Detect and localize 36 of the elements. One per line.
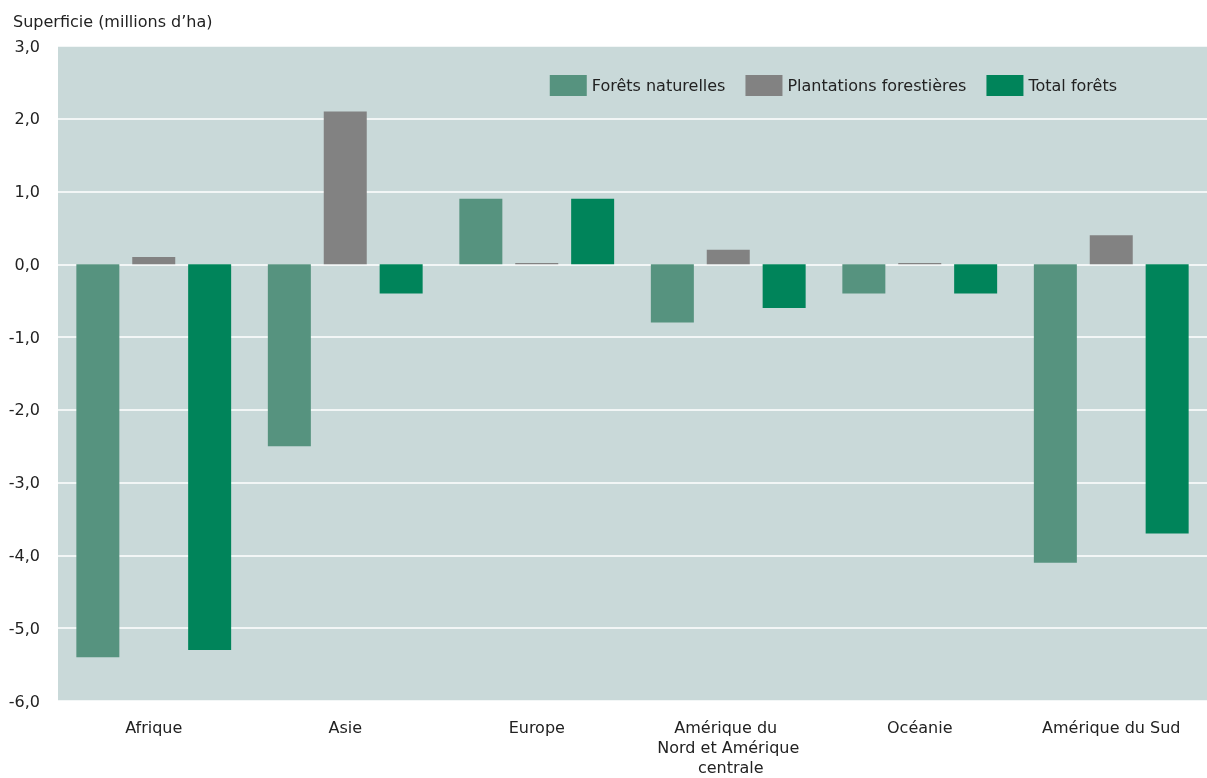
bar [706, 249, 750, 265]
y-tick-label: -1,0 [8, 327, 40, 347]
bar [571, 198, 615, 265]
bar [1033, 264, 1077, 563]
y-tick-label: -6,0 [8, 691, 40, 711]
legend-label: Forêts naturelles [591, 76, 726, 95]
y-tick-label: 0,0 [14, 254, 40, 274]
y-tick-label: -3,0 [8, 473, 40, 493]
bar [954, 264, 998, 294]
x-tick-label: Asie [328, 717, 363, 737]
x-tick-label: Afrique [125, 717, 183, 737]
legend-label: Total forêts [1027, 76, 1118, 95]
legend-label: Plantations forestières [787, 76, 967, 95]
x-tick-label: Europe [508, 717, 565, 737]
y-tick-label: 1,0 [14, 182, 40, 202]
y-tick-label: -2,0 [8, 400, 40, 420]
y-axis-title: Superficie (millions d’ha) [13, 11, 213, 31]
bar [762, 264, 806, 308]
bar [842, 264, 886, 294]
x-tick-label: Océanie [887, 717, 953, 737]
y-tick-label: -4,0 [8, 545, 40, 565]
y-tick-label: -5,0 [8, 618, 40, 638]
bar [1089, 235, 1133, 265]
y-tick-label: 3,0 [14, 36, 40, 56]
bar [188, 264, 232, 651]
x-tick-label: Amérique du Nord et Amérique centrale [657, 717, 800, 777]
x-tick-label: Amérique du Sud [1042, 717, 1181, 737]
bar [267, 264, 311, 447]
bar [379, 264, 423, 294]
bar [76, 264, 120, 658]
y-tick-label: 2,0 [14, 109, 40, 129]
bar [650, 264, 694, 323]
bar [459, 198, 503, 265]
bar [132, 257, 176, 265]
bar [1145, 264, 1189, 534]
bar [323, 111, 367, 265]
